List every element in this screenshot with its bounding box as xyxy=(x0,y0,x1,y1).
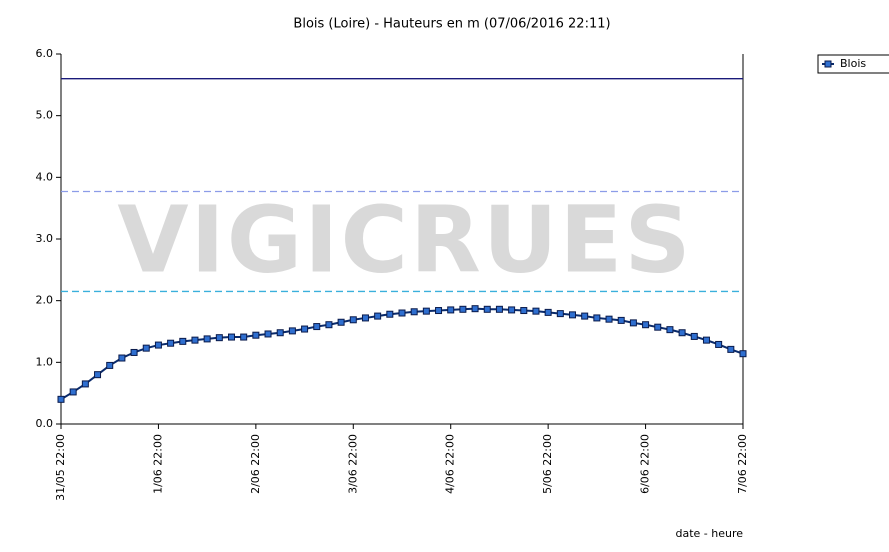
data-point xyxy=(142,344,150,352)
x-axis-label: date - heure xyxy=(675,527,743,540)
x-tick-label: 1/06 22:00 xyxy=(151,434,164,494)
data-point xyxy=(386,310,394,318)
data-point xyxy=(532,307,540,315)
x-tick-label: 7/06 22:00 xyxy=(736,434,749,494)
data-point xyxy=(678,329,686,337)
data-point xyxy=(154,341,162,349)
data-point xyxy=(544,308,552,316)
x-tick-label: 31/05 22:00 xyxy=(54,434,67,501)
data-point xyxy=(361,314,369,322)
data-point xyxy=(642,321,650,329)
data-point xyxy=(447,306,455,314)
legend-box xyxy=(817,54,889,74)
data-point xyxy=(581,312,589,320)
data-point xyxy=(228,333,235,341)
data-point xyxy=(167,339,175,347)
data-point xyxy=(118,354,126,362)
legend-label: Blois xyxy=(840,57,866,70)
data-point xyxy=(276,329,284,337)
y-tick-label: 6.0 xyxy=(36,47,54,60)
data-point xyxy=(240,333,248,341)
x-tick-label: 6/06 22:00 xyxy=(639,434,652,494)
data-point xyxy=(593,314,601,322)
data-point xyxy=(325,321,333,329)
data-point xyxy=(313,323,321,331)
data-point xyxy=(337,318,345,326)
x-tick-label: 3/06 22:00 xyxy=(346,434,359,494)
data-point xyxy=(508,306,516,314)
data-point xyxy=(349,316,357,324)
y-tick-label: 5.0 xyxy=(36,109,54,122)
legend-marker xyxy=(824,60,832,68)
data-point xyxy=(629,319,637,327)
data-point xyxy=(690,332,698,340)
data-point xyxy=(727,345,735,353)
data-point xyxy=(569,311,576,319)
x-tick-label: 4/06 22:00 xyxy=(444,434,457,494)
y-tick-label: 3.0 xyxy=(36,232,54,245)
data-point xyxy=(203,335,211,343)
x-tick-label: 5/06 22:00 xyxy=(541,434,554,494)
data-point xyxy=(191,336,199,344)
data-point xyxy=(264,330,272,338)
data-point xyxy=(106,361,114,369)
data-point xyxy=(483,305,491,313)
series-line xyxy=(60,307,744,401)
watermark: VIGICRUES xyxy=(117,186,692,293)
chart-title: Blois (Loire) - Hauteurs en m (07/06/201… xyxy=(293,17,610,32)
data-point xyxy=(94,371,102,379)
data-point xyxy=(252,331,260,339)
data-point xyxy=(215,334,223,342)
y-tick-label: 4.0 xyxy=(36,170,54,183)
data-point xyxy=(459,305,467,313)
data-point xyxy=(57,395,65,403)
data-point xyxy=(739,350,747,358)
data-point xyxy=(179,337,187,345)
data-point xyxy=(422,307,430,315)
data-point xyxy=(471,305,479,313)
data-point xyxy=(654,323,662,331)
data-point xyxy=(605,315,613,323)
data-point xyxy=(617,316,625,324)
data-point xyxy=(398,309,406,317)
data-point xyxy=(374,312,382,320)
y-tick-label: 1.0 xyxy=(36,355,54,368)
y-tick-label: 0.0 xyxy=(36,417,54,430)
data-point xyxy=(288,327,296,335)
data-point xyxy=(666,326,674,334)
data-point xyxy=(520,307,528,315)
data-point xyxy=(435,307,443,315)
y-tick-label: 2.0 xyxy=(36,294,54,307)
data-point xyxy=(410,308,418,316)
data-point xyxy=(556,310,564,318)
data-point xyxy=(495,305,503,313)
data-point xyxy=(130,348,138,356)
data-point xyxy=(715,340,723,348)
data-point xyxy=(702,336,710,344)
data-point xyxy=(81,380,89,388)
data-point xyxy=(69,388,77,396)
data-point xyxy=(301,325,309,333)
x-tick-label: 2/06 22:00 xyxy=(249,434,262,494)
